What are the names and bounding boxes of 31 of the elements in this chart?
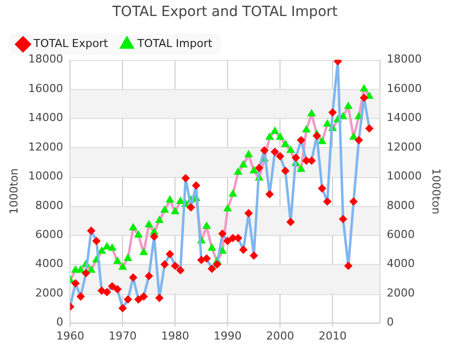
- y-axis-title: 1000ton: [7, 168, 20, 214]
- x-tick-label: 2000: [266, 329, 294, 342]
- x-tick-label: 1960: [56, 329, 84, 342]
- x-tick-label: 2010: [318, 329, 347, 342]
- y2-tick-label: 18000: [386, 52, 422, 66]
- y2-tick-label: 16000: [386, 82, 422, 95]
- y2-axis-title: 1000ton: [430, 168, 443, 214]
- y2-tick-label: 4000: [386, 257, 415, 270]
- y-tick-label: 12000: [28, 140, 64, 154]
- y2-tick-label: 12000: [386, 140, 422, 154]
- y2-tick-label: 14000: [386, 111, 422, 124]
- y2-tick-label: 0: [386, 316, 394, 329]
- legend-label: TOTAL Import: [136, 37, 213, 50]
- legend-label: TOTAL Export: [32, 37, 109, 50]
- y2-tick-label: 6000: [386, 228, 415, 241]
- y2-tick-label: 2000: [386, 286, 415, 300]
- x-tick-label: 1970: [108, 329, 137, 342]
- y-tick-label: 6000: [35, 228, 64, 241]
- x-tick-label: 1990: [214, 329, 242, 342]
- y-tick-label: 0: [56, 316, 64, 329]
- y2-tick-label: 10000: [386, 170, 422, 183]
- y-tick-label: 16000: [28, 82, 64, 95]
- y2-tick-label: 8000: [386, 198, 415, 212]
- y-tick-label: 2000: [35, 286, 64, 300]
- y-tick-label: 18000: [28, 52, 64, 66]
- y-tick-label: 4000: [35, 257, 64, 270]
- y-tick-label: 14000: [28, 111, 64, 124]
- x-tick-label: 1980: [161, 329, 190, 342]
- y-tick-label: 10000: [28, 170, 64, 183]
- y-tick-label: 8000: [35, 198, 64, 212]
- chart-title: TOTAL Export and TOTAL Import: [111, 4, 338, 20]
